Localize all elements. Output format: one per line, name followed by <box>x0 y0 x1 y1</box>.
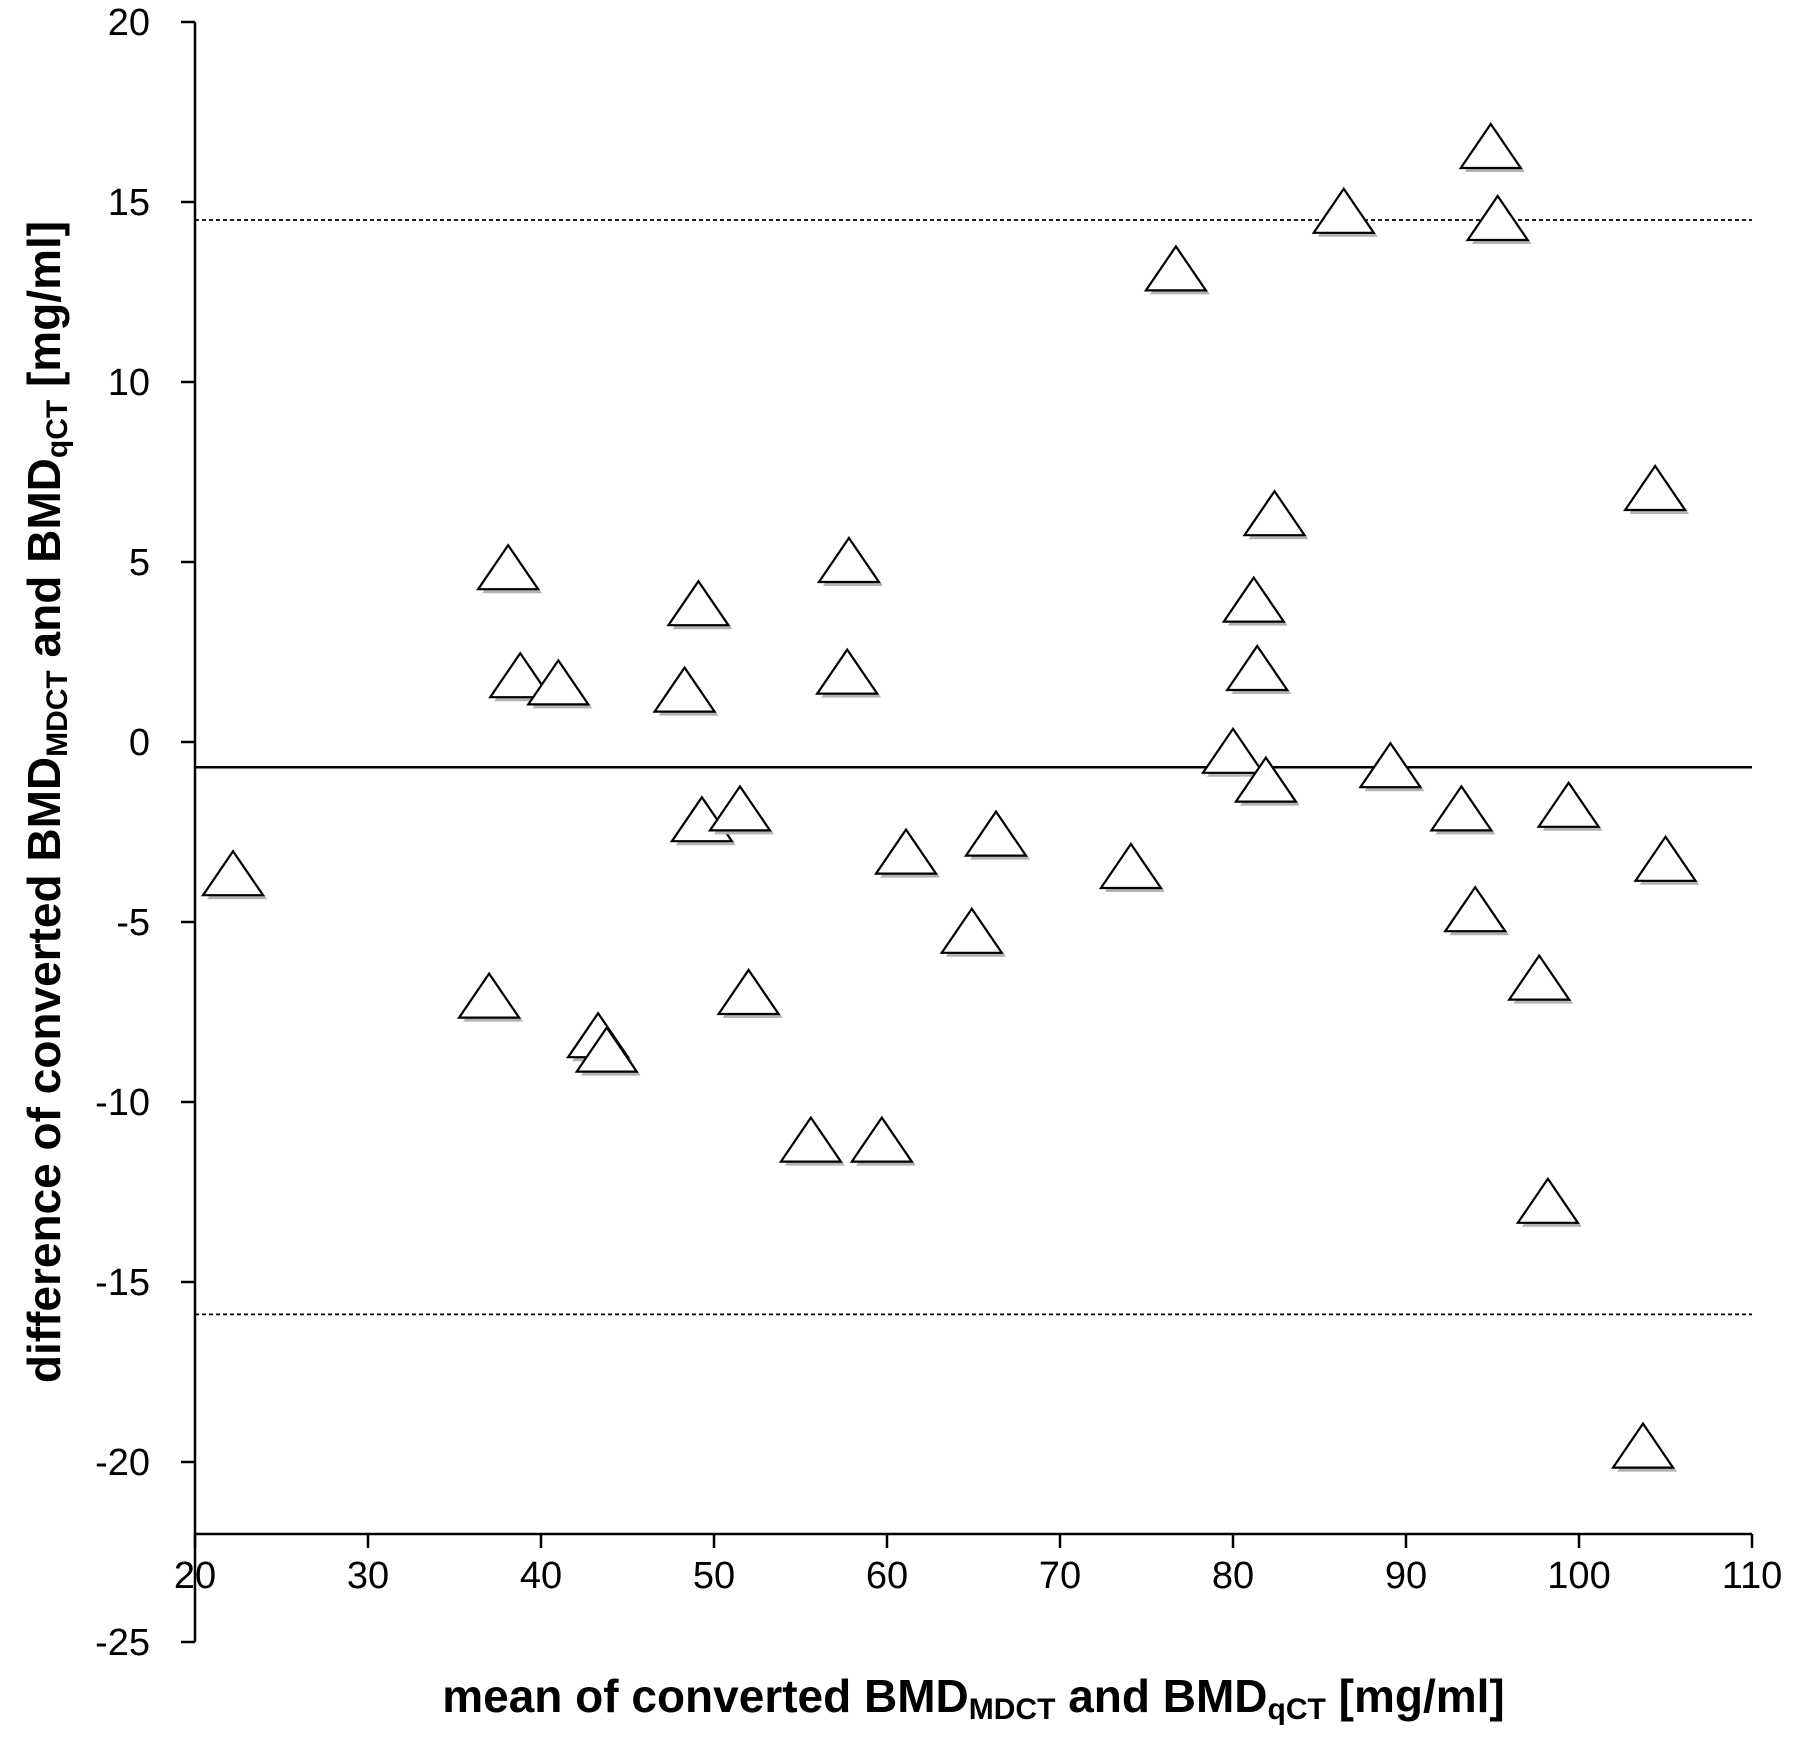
data-points <box>200 122 1700 1472</box>
y-tick-label: -10 <box>95 1082 150 1124</box>
data-point-marker <box>652 665 717 713</box>
axes <box>181 20 1754 1644</box>
reference-lines <box>195 219 1752 1316</box>
x-tick-label: 80 <box>1212 1555 1254 1597</box>
y-tick-label: -20 <box>95 1442 150 1484</box>
data-point <box>939 906 1006 957</box>
data-point <box>1200 726 1267 777</box>
data-point <box>526 658 593 709</box>
data-point <box>1358 741 1425 792</box>
data-point <box>1515 1176 1582 1227</box>
data-point-marker <box>1610 1421 1676 1469</box>
data-point-marker <box>1443 885 1508 933</box>
data-point <box>1623 464 1690 514</box>
data-point <box>873 827 941 878</box>
data-point-marker <box>1515 1176 1580 1224</box>
data-point-marker <box>1458 122 1523 170</box>
y-axis-title: difference of converted BMDMDCT and BMDq… <box>18 221 74 1383</box>
data-point <box>1465 194 1532 244</box>
data-point <box>1311 186 1378 237</box>
y-tick-label: -5 <box>116 902 150 944</box>
x-tick-label: 60 <box>866 1555 908 1597</box>
data-point-marker <box>963 809 1029 857</box>
x-axis-title: mean of converted BMDMDCT and BMDqCT [mg… <box>442 1670 1505 1726</box>
y-tick-label: 5 <box>129 542 150 584</box>
y-tick-label: 0 <box>129 722 150 764</box>
x-tick-label: 70 <box>1039 1555 1081 1597</box>
x-tick-label: 110 <box>1722 1555 1783 1597</box>
data-point-marker <box>873 827 939 875</box>
x-tick-label: 20 <box>174 1555 216 1597</box>
data-point-marker <box>849 1115 914 1163</box>
data-point <box>1610 1421 1678 1472</box>
data-point-marker <box>1233 755 1298 803</box>
y-tick-label: 10 <box>108 362 150 404</box>
data-point-marker <box>815 647 880 695</box>
data-point <box>1443 885 1510 936</box>
data-point <box>476 543 543 594</box>
data-point-marker <box>1507 953 1572 1001</box>
y-tick-label: -25 <box>95 1622 150 1664</box>
data-point <box>1458 122 1525 172</box>
x-tick-label: 50 <box>693 1555 735 1597</box>
data-point-marker <box>1311 186 1376 234</box>
data-point-marker <box>1225 644 1290 692</box>
data-point <box>1225 644 1292 694</box>
y-tick-label: 15 <box>108 182 150 224</box>
data-point-marker <box>574 1025 639 1073</box>
data-point <box>849 1115 916 1166</box>
data-point <box>1507 953 1574 1004</box>
data-point <box>707 784 774 835</box>
data-point-marker <box>457 971 522 1019</box>
data-point <box>666 579 733 630</box>
data-point <box>1242 489 1309 540</box>
data-point <box>815 647 882 698</box>
data-point-marker <box>707 784 773 832</box>
x-tick-label: 100 <box>1547 1555 1610 1597</box>
data-point <box>457 971 524 1022</box>
y-tick-label: 20 <box>108 2 150 44</box>
data-point-marker <box>1200 726 1266 774</box>
data-point-marker <box>1098 842 1164 890</box>
data-point <box>816 536 883 586</box>
data-point-marker <box>1143 244 1208 292</box>
data-point <box>1633 834 1700 885</box>
data-point <box>963 809 1030 860</box>
data-point-marker <box>1633 834 1698 882</box>
data-point <box>652 665 719 716</box>
data-point <box>778 1115 845 1166</box>
data-point <box>200 849 268 900</box>
x-tick-label: 90 <box>1385 1555 1427 1597</box>
data-point-marker <box>526 658 591 706</box>
data-point-marker <box>1536 780 1601 828</box>
y-tick-label: -15 <box>95 1262 150 1304</box>
data-point-marker <box>1623 464 1688 512</box>
data-point-marker <box>1242 489 1307 537</box>
data-point <box>1098 842 1165 892</box>
data-point <box>574 1025 641 1076</box>
data-point-marker <box>1429 784 1494 832</box>
data-point-marker <box>939 906 1004 954</box>
data-point-marker <box>716 968 781 1016</box>
data-point-marker <box>200 849 266 897</box>
data-point <box>716 968 783 1018</box>
data-point-marker <box>816 536 882 584</box>
data-point-marker <box>778 1115 843 1163</box>
data-point <box>1143 244 1210 295</box>
data-point-marker <box>488 651 553 699</box>
data-point <box>1221 575 1288 626</box>
data-point-marker <box>1465 194 1530 242</box>
data-point <box>1536 780 1603 831</box>
data-point <box>1233 755 1300 806</box>
data-point <box>1429 784 1496 835</box>
x-tick-label: 30 <box>347 1555 389 1597</box>
data-point-marker <box>476 543 541 591</box>
data-point-marker <box>1221 575 1286 623</box>
data-point-marker <box>1358 741 1423 789</box>
x-tick-label: 40 <box>520 1555 562 1597</box>
data-point-marker <box>666 579 731 627</box>
